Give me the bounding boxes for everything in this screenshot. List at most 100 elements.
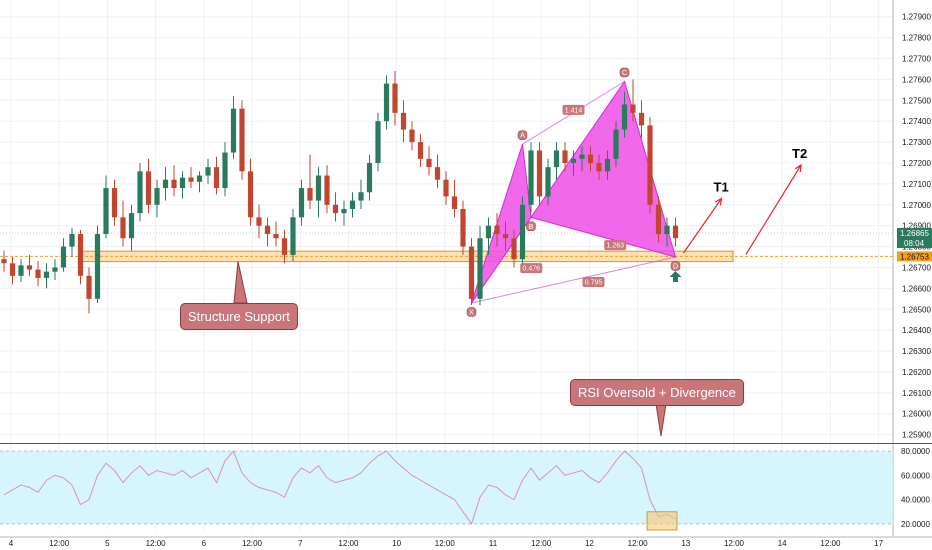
ratio-label-bd-bg (604, 240, 627, 251)
candle-body (281, 238, 288, 255)
time-tick-label: 4 (9, 539, 14, 548)
harmonic-point-marker (466, 307, 477, 317)
rsi-tick-label: 20.0000 (901, 520, 930, 529)
candle-body (579, 154, 585, 159)
candle-body (145, 171, 152, 205)
candle-body (596, 162, 602, 172)
target-2-label: T2 (792, 146, 807, 161)
price-tick-label: 1.27600 (902, 75, 931, 84)
candle-body (9, 263, 16, 276)
candle-body (18, 265, 24, 276)
harmonic-point-marker (526, 221, 536, 232)
rsi-tick-label: 60.0000 (901, 471, 930, 480)
candle-body (222, 152, 228, 189)
candle-body (562, 150, 568, 163)
target-2-arrow (745, 164, 802, 255)
price-tick-label: 1.26700 (902, 263, 931, 272)
price-tick-label: 1.26300 (902, 347, 931, 356)
candle-body (511, 238, 517, 260)
price-tick-label: 1.26200 (902, 368, 931, 377)
candle-body (162, 179, 169, 189)
candle-body (188, 177, 194, 182)
time-tick-label: 11 (489, 539, 498, 548)
rsi-line (3, 450, 676, 526)
candle-body (256, 217, 262, 226)
time-tick-label: 13 (681, 539, 690, 548)
candle-body (94, 234, 101, 299)
candle-body (324, 175, 330, 205)
price-tick-label: 1.27400 (902, 117, 931, 126)
candle-body (494, 225, 500, 235)
candle-body (315, 175, 322, 201)
candle-body (86, 275, 92, 299)
harmonic-point-marker (670, 261, 681, 271)
harmonic-point-marker (619, 67, 630, 78)
candle-body (638, 112, 645, 126)
price-tick-label: 1.27800 (902, 34, 931, 43)
candle-body (672, 225, 679, 239)
candle-body (485, 225, 492, 239)
candle-body (655, 204, 662, 235)
time-tick-label: 7 (298, 539, 303, 548)
candle-body (69, 234, 75, 247)
candle-body (502, 234, 509, 239)
candle-body (103, 188, 109, 235)
candle-body (621, 104, 628, 130)
harmonic-point-label: X (469, 309, 474, 316)
ratio-label-bd: 1.263 (606, 243, 624, 250)
candle-body (290, 217, 296, 255)
rsi-tick-label: 40.0000 (901, 496, 930, 505)
time-tick-label: 12 (585, 539, 594, 548)
candle-body (477, 238, 483, 299)
candle-body (43, 271, 50, 278)
candle-body (264, 225, 271, 235)
harmonic-bcd-triangle (530, 80, 677, 258)
candle-body (366, 162, 373, 193)
candle-body (52, 267, 58, 272)
candle-body (536, 150, 543, 197)
candle-body (519, 204, 526, 260)
rsi-callout-pointer (655, 403, 667, 437)
current-price-text: 1.26865 (900, 229, 929, 238)
price-tick-label: 1.27000 (902, 201, 931, 210)
target-1-label: T1 (714, 180, 729, 195)
candle-body (451, 196, 458, 209)
price-tick-label: 1.26400 (902, 326, 931, 335)
price-tick-label: 1.26600 (902, 284, 931, 293)
rsi-tick-label: 80.0000 (901, 447, 930, 456)
ratio-label-ac-bg (562, 104, 585, 115)
price-tick-label: 1.26100 (902, 389, 931, 398)
candle-body (553, 150, 560, 168)
candle-body (443, 179, 449, 197)
harmonic-point-label: A (520, 133, 525, 140)
candle-body (111, 188, 118, 218)
ratio-label-xb: 0.476 (522, 266, 540, 273)
target-2-arrow-head (794, 163, 802, 173)
price-tick-label: 1.26500 (902, 305, 931, 314)
ratio-label-xd-bg (582, 277, 605, 288)
rsi-oversold-highlight (646, 511, 678, 531)
time-tick-label: 5 (105, 539, 110, 548)
price-tick-label: 1.27500 (902, 96, 931, 105)
current-price-badge (897, 227, 932, 238)
candle-body (273, 234, 279, 239)
candle-body (358, 192, 364, 201)
candle-body (460, 208, 466, 247)
candle-body (154, 188, 160, 205)
candle-body (60, 246, 67, 268)
candle-body (647, 125, 653, 205)
candle-body (375, 121, 381, 163)
candle-body (400, 112, 407, 130)
price-tick-label: 1.25900 (902, 431, 931, 440)
rsi-divergence-callout: RSI Oversold + Divergence (570, 379, 744, 406)
time-tick-label: 12:00 (146, 539, 167, 548)
level-price-badge (897, 251, 932, 262)
candle-body (570, 158, 577, 163)
candle-body (664, 225, 670, 235)
ratio-label-xb-bg (520, 263, 543, 274)
candle-body (341, 208, 347, 214)
candle-body (307, 188, 313, 201)
candle-body (417, 142, 424, 159)
